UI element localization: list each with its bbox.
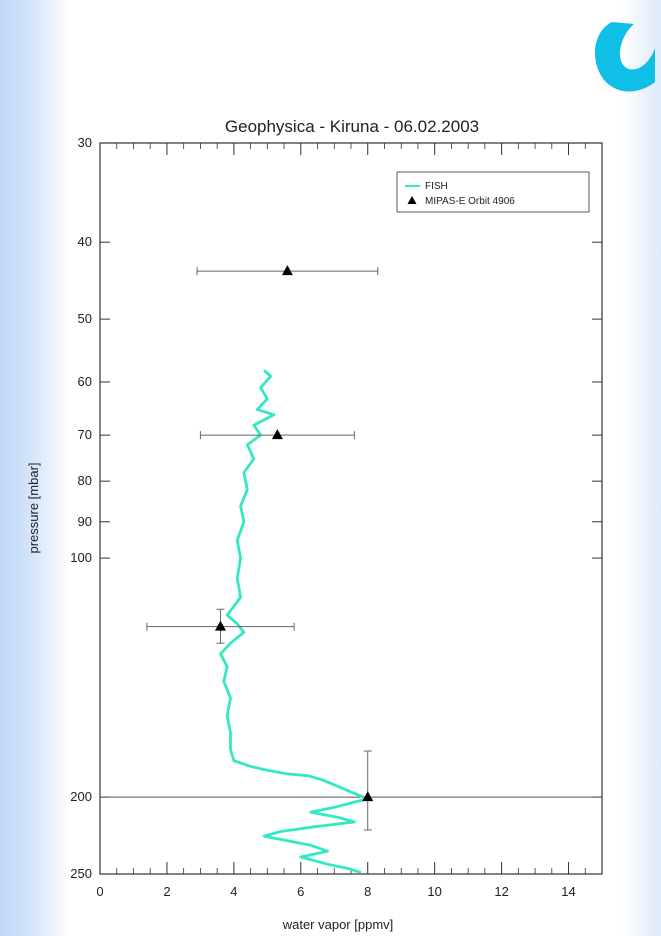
x-tick-label: 4 bbox=[230, 884, 237, 899]
x-tick-label: 14 bbox=[561, 884, 575, 899]
legend: FISH MIPAS-E Orbit 4906 bbox=[396, 171, 590, 213]
y-tick-label: 70 bbox=[78, 427, 92, 442]
mipas-point bbox=[271, 429, 283, 440]
y-tick-label: 40 bbox=[78, 234, 92, 249]
y-tick-label: 100 bbox=[70, 550, 92, 565]
x-tick-label: 12 bbox=[494, 884, 508, 899]
y-tick-label: 50 bbox=[78, 311, 92, 326]
series-layer bbox=[100, 265, 602, 874]
x-tick-label: 6 bbox=[297, 884, 304, 899]
legend-mipas-label: MIPAS-E Orbit 4906 bbox=[425, 196, 515, 207]
legend-box bbox=[396, 171, 590, 213]
mipas-point bbox=[214, 620, 226, 631]
chart-title: Geophysica - Kiruna - 06.02.2003 bbox=[225, 117, 479, 136]
y-tick-label: 30 bbox=[78, 135, 92, 150]
mipas-point bbox=[362, 791, 374, 802]
mipas-point bbox=[281, 265, 293, 276]
fish-series-line bbox=[219, 369, 370, 874]
y-tick-label: 80 bbox=[78, 473, 92, 488]
x-axis-title: water vapor [ppmv] bbox=[282, 917, 394, 932]
x-tick-label: 2 bbox=[163, 884, 170, 899]
legend-mipas-marker bbox=[407, 196, 417, 204]
institute-logo bbox=[594, 22, 655, 92]
plot-frame bbox=[99, 142, 603, 875]
y-tick-label: 90 bbox=[78, 514, 92, 529]
y-tick-label: 250 bbox=[70, 866, 92, 881]
ticks-layer: 0 2 4 6 8 10 12 14 30 40 50 60 70 80 90 100 200 250 bbox=[70, 135, 603, 899]
x-tick-label: 10 bbox=[427, 884, 441, 899]
x-tick-label: 8 bbox=[364, 884, 371, 899]
legend-fish-label: FISH bbox=[425, 181, 448, 192]
y-tick-label: 200 bbox=[70, 789, 92, 804]
x-tick-label: 0 bbox=[96, 884, 103, 899]
y-axis-title: pressure [mbar] bbox=[26, 462, 41, 553]
logo-mark bbox=[594, 22, 655, 92]
y-tick-label: 60 bbox=[78, 374, 92, 389]
